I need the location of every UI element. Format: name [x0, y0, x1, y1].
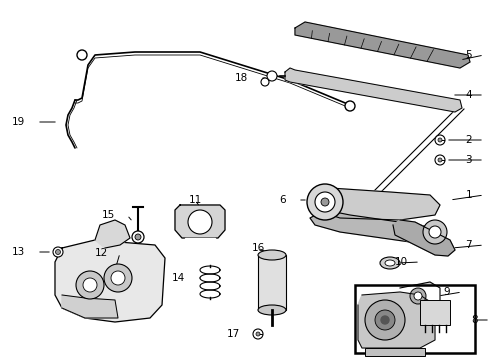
Text: 10: 10 [394, 257, 407, 267]
Text: 12: 12 [95, 248, 108, 258]
Circle shape [364, 300, 404, 340]
Ellipse shape [384, 260, 394, 266]
Circle shape [422, 220, 446, 244]
Text: 11: 11 [188, 195, 201, 205]
Ellipse shape [258, 305, 285, 315]
Polygon shape [184, 238, 215, 250]
Circle shape [132, 231, 143, 243]
Circle shape [256, 332, 260, 336]
Circle shape [374, 310, 394, 330]
Circle shape [135, 234, 141, 240]
Polygon shape [294, 22, 469, 68]
Text: 14: 14 [171, 273, 184, 283]
Text: 5: 5 [465, 50, 471, 60]
Text: 15: 15 [102, 210, 115, 220]
Ellipse shape [379, 257, 399, 269]
Text: 9: 9 [443, 287, 449, 297]
Polygon shape [309, 188, 439, 220]
Text: 7: 7 [465, 240, 471, 250]
Circle shape [320, 198, 328, 206]
Polygon shape [357, 292, 434, 348]
Text: 17: 17 [226, 329, 240, 339]
Circle shape [437, 138, 441, 142]
Polygon shape [394, 282, 439, 310]
Text: 16: 16 [251, 243, 264, 253]
Circle shape [53, 247, 63, 257]
Circle shape [77, 50, 87, 60]
Polygon shape [309, 210, 444, 245]
Circle shape [55, 249, 61, 255]
Bar [258, 255, 285, 310]
Polygon shape [55, 240, 164, 322]
Text: 1: 1 [465, 190, 471, 200]
Ellipse shape [258, 250, 285, 260]
Circle shape [437, 158, 441, 162]
Circle shape [104, 264, 132, 292]
Circle shape [261, 78, 268, 86]
Bar [354, 285, 474, 353]
Text: 13: 13 [12, 247, 25, 257]
Bar [419, 300, 449, 325]
Circle shape [306, 184, 342, 220]
Text: 6: 6 [279, 195, 285, 205]
Circle shape [380, 316, 388, 324]
Text: 4: 4 [465, 90, 471, 100]
Polygon shape [392, 220, 454, 256]
Bar [364, 348, 424, 356]
Circle shape [266, 71, 276, 81]
Circle shape [187, 210, 212, 234]
Polygon shape [175, 205, 224, 238]
Text: 18: 18 [234, 73, 247, 83]
Circle shape [314, 192, 334, 212]
Polygon shape [62, 295, 118, 318]
Circle shape [76, 271, 104, 299]
Circle shape [345, 101, 354, 111]
Text: 3: 3 [465, 155, 471, 165]
Circle shape [428, 226, 440, 238]
Circle shape [413, 292, 421, 300]
Circle shape [83, 278, 97, 292]
Circle shape [252, 329, 263, 339]
Circle shape [409, 288, 425, 304]
Circle shape [434, 135, 444, 145]
Text: 19: 19 [12, 117, 25, 127]
Circle shape [434, 155, 444, 165]
Polygon shape [285, 68, 461, 112]
Text: 2: 2 [465, 135, 471, 145]
Polygon shape [95, 220, 130, 248]
Circle shape [111, 271, 125, 285]
Text: 8: 8 [470, 315, 477, 325]
